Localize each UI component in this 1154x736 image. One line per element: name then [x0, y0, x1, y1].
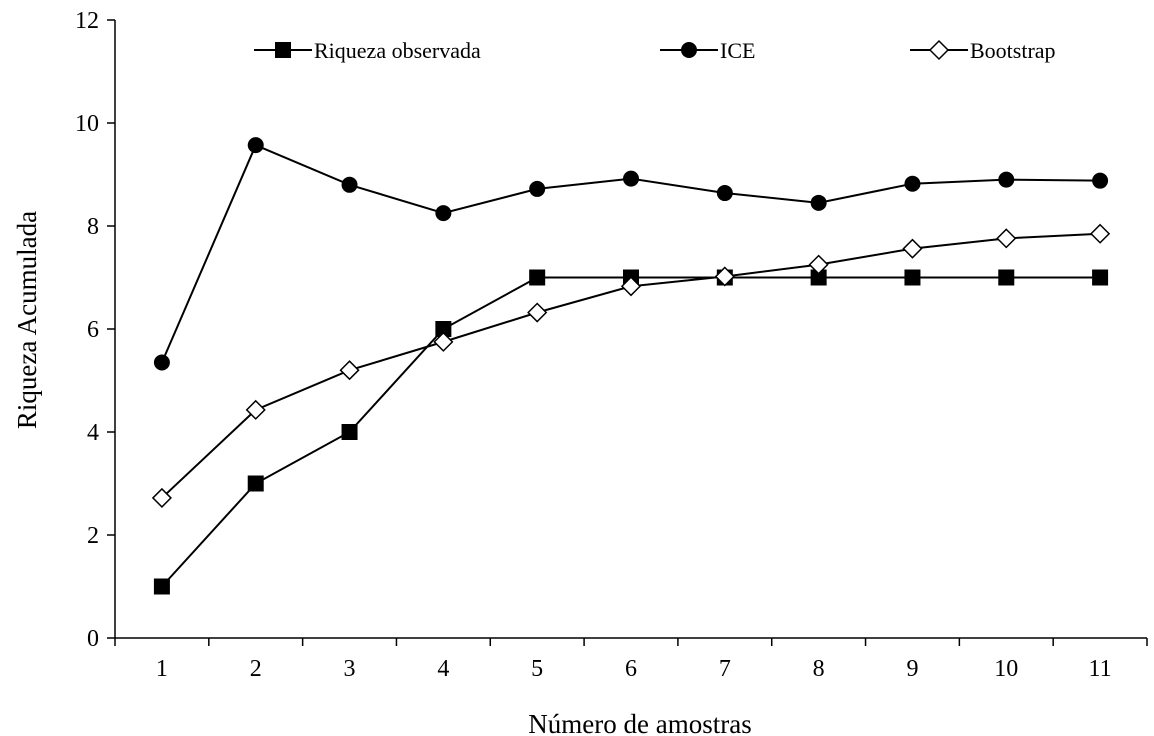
- data-point: [620, 276, 642, 297]
- y-tick-label: 4: [87, 420, 99, 446]
- data-point: [902, 238, 923, 259]
- data-point: [904, 175, 921, 192]
- data-point: [529, 269, 546, 286]
- x-tick-label: 4: [437, 656, 449, 682]
- data-point: [245, 399, 266, 420]
- legend-label: Bootstrap: [970, 38, 1056, 63]
- x-tick-label: 7: [719, 656, 731, 682]
- data-point: [435, 321, 452, 337]
- legend: Riqueza observada ICE Bootstrap: [254, 38, 1056, 63]
- data-point: [341, 176, 358, 193]
- x-tick-label: 3: [344, 656, 356, 682]
- legend-label: ICE: [720, 38, 755, 63]
- x-tick-label: 5: [531, 656, 543, 682]
- data-point: [433, 331, 454, 352]
- data-point: [716, 185, 733, 202]
- data-point: [623, 170, 639, 187]
- data-point: [996, 228, 1017, 249]
- legend-label: Riqueza observada: [314, 38, 481, 63]
- legend-marker: [275, 42, 291, 58]
- data-point: [341, 424, 358, 440]
- y-tick-label: 12: [75, 8, 99, 34]
- y-tick-label: 2: [87, 523, 99, 549]
- x-tick-label: 9: [906, 656, 918, 682]
- x-tick-label: 6: [625, 656, 637, 682]
- data-point: [1092, 269, 1109, 286]
- y-axis-title: Riqueza Acumulada: [12, 211, 42, 429]
- x-tick-label: 8: [813, 656, 825, 682]
- data-point: [529, 180, 546, 197]
- y-tick-label: 6: [87, 317, 99, 343]
- legend-item: Bootstrap: [910, 38, 1056, 63]
- series-ice: [153, 137, 1109, 371]
- x-tick-label: 2: [250, 656, 262, 682]
- data-point: [151, 487, 172, 508]
- data-point: [810, 269, 827, 286]
- data-point: [810, 194, 827, 211]
- data-point: [1092, 172, 1109, 189]
- data-point: [1090, 223, 1111, 244]
- data-point: [527, 302, 548, 323]
- data-point: [904, 269, 921, 286]
- data-point: [808, 254, 829, 275]
- data-point: [153, 354, 170, 371]
- data-point: [153, 578, 170, 595]
- x-tick-label: 11: [1089, 656, 1112, 682]
- series-line: [161, 276, 1101, 588]
- series-layer: [151, 137, 1111, 595]
- y-tick-label: 0: [87, 626, 99, 652]
- series-bootstrap: [151, 223, 1111, 508]
- data-point: [714, 266, 735, 287]
- data-point: [247, 137, 264, 154]
- x-tick-label: 1: [156, 656, 168, 682]
- data-point: [998, 269, 1015, 286]
- y-tick-label: 8: [87, 214, 99, 240]
- legend-item: Riqueza observada: [254, 38, 481, 63]
- data-point: [435, 205, 452, 222]
- legend-item: ICE: [660, 38, 755, 63]
- data-point: [247, 475, 264, 492]
- data-point: [339, 360, 360, 381]
- y-tick-label: 10: [75, 111, 99, 137]
- legend-marker: [928, 39, 950, 61]
- x-axis-title: Número de amostras: [528, 709, 751, 736]
- x-tick-label: 10: [994, 656, 1018, 682]
- series-riqueza-observada: [153, 269, 1109, 595]
- data-point: [998, 171, 1015, 188]
- legend-marker: [681, 42, 697, 58]
